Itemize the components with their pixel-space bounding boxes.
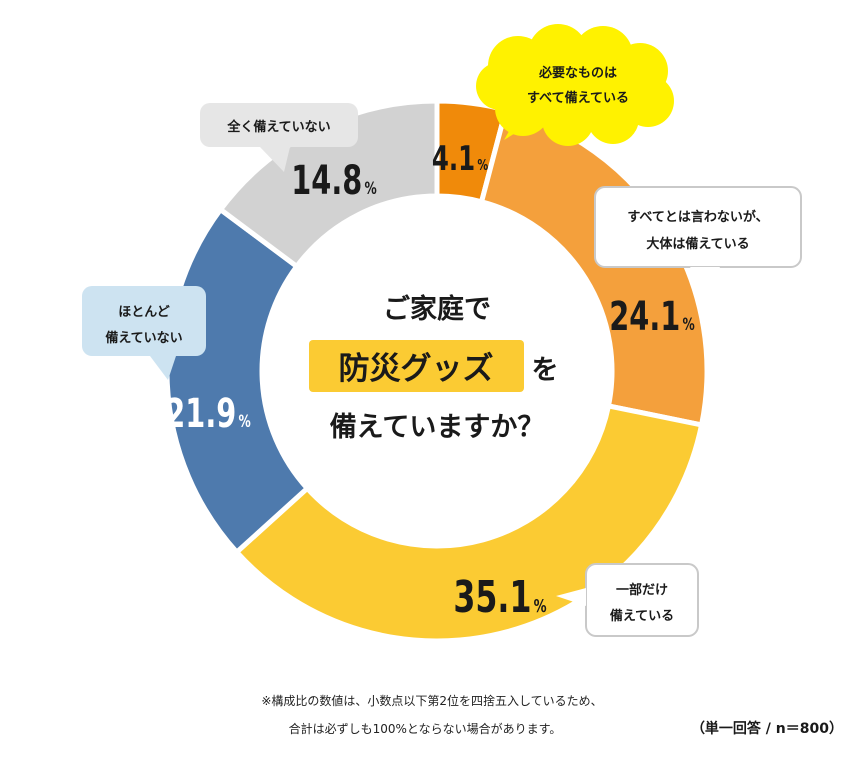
center-question: ご家庭で 防災グッズ を 備えていますか？ [309, 293, 559, 443]
callout-text: 大体は備えている [646, 236, 749, 252]
values-layer: 4.1 % 24.1 % 35.1 % 21.9 % 14.8% [165, 139, 695, 623]
callout-tail [556, 588, 586, 606]
bubbles-layer: 必要なものはすべて備えているすべてとは言わないが、大体は備えている一部だけ備えて… [82, 24, 802, 637]
callout-bubble [200, 103, 358, 147]
callout-text: 必要なものは [538, 65, 617, 81]
callout-not-prepared: 全く備えていない [200, 103, 358, 172]
callout-bubble-puff [528, 24, 588, 84]
center-highlight-box [309, 340, 524, 392]
value-label-partly-prepared: 35.1% [453, 572, 547, 624]
callout-text: すべてとは言わないが、 [627, 209, 768, 225]
callout-bubble-puff [542, 94, 594, 146]
callout-text: 備えていない [105, 330, 182, 346]
center-title-highlight: 防災グッズ [339, 351, 494, 387]
callout-bubble-puff [587, 92, 639, 144]
callout-bubble [585, 563, 699, 637]
value-label-mostly-prepared: 24.1% [609, 294, 695, 340]
slice-mostly-prepared [478, 106, 710, 428]
callout-text: 一部だけ [616, 582, 668, 598]
center-title-line3: 備えていますか？ [330, 411, 545, 443]
value-label-hardly-prepared: 21.9% [165, 391, 251, 437]
center-title-line1: ご家庭で [383, 293, 491, 325]
callout-tail [504, 112, 540, 140]
callout-tail [260, 147, 290, 172]
center-title-particle: を [532, 355, 559, 386]
callout-mostly-prepared: すべてとは言わないが、大体は備えている [594, 186, 802, 296]
callout-bubble [82, 286, 206, 356]
value-label-all-prepared: 4.1% [432, 139, 488, 178]
callout-bubble [594, 186, 802, 268]
callout-bubble-puff [476, 62, 524, 110]
sample-note: （単一回答 / n＝800） [691, 720, 843, 737]
footnote-line1: ※構成比の数値は、小数点以下第2位を四捨五入しているため、 [261, 693, 602, 708]
footnote: ※構成比の数値は、小数点以下第2位を四捨五入しているため、 合計は必ずしも100… [261, 693, 602, 736]
callout-tail [690, 267, 720, 296]
callout-text: 備えている [610, 608, 674, 624]
callout-text: ほとんど [118, 305, 170, 320]
footnote-line2: 合計は必ずしも100%とならない場合があります。 [289, 721, 562, 736]
callout-tail [150, 356, 176, 380]
value-label-not-prepared: 14.8% [291, 158, 377, 204]
callout-text: すべて備えている [527, 90, 629, 106]
callout-text: 全く備えていない [226, 119, 330, 135]
